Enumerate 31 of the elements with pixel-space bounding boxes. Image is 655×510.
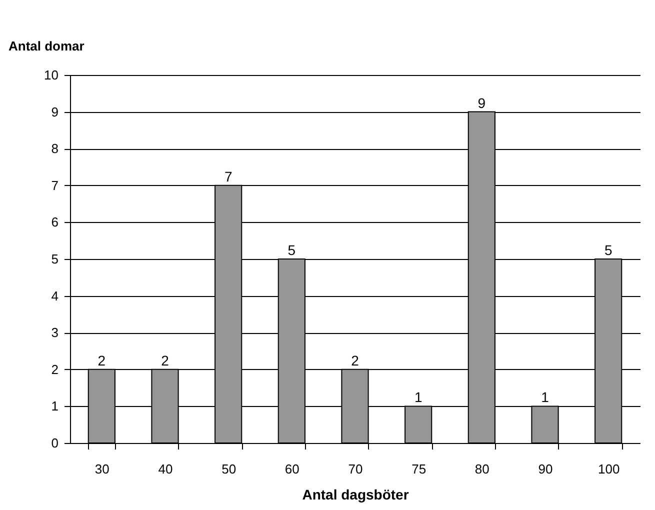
x-tick-label: 50 [222,462,236,476]
x-axis-title: Antal dagsböter [302,486,410,502]
x-tick-label: 30 [94,462,110,476]
data-label: 9 [478,94,486,111]
x-tick-label: 90 [538,462,553,476]
y-tick-label: 10 [44,68,58,82]
data-label: 2 [98,352,106,368]
data-label: 5 [604,242,612,258]
y-tick-label: 2 [51,362,58,377]
y-tick-label: 0 [51,436,58,450]
x-tick-label: 100 [598,462,620,476]
x-tick-label: 40 [158,462,173,476]
data-label: 2 [351,352,360,368]
data-label: 5 [288,242,296,258]
x-tick-label: 75 [412,462,426,476]
data-label: 1 [541,389,550,406]
x-tick-label: 60 [284,462,300,476]
y-tick-label: 3 [51,325,58,340]
data-label: 7 [224,168,232,184]
x-tick-label: 80 [474,462,490,476]
y-axis-title: Antal domar [8,38,84,54]
x-tick-label: 70 [348,462,363,476]
y-tick-label: 9 [51,104,58,120]
data-label: 1 [414,389,422,406]
y-tick-label: 8 [51,141,58,156]
data-label: 2 [161,352,170,368]
y-tick-label: 6 [51,214,58,230]
y-tick-label: 7 [51,178,58,193]
y-tick-label: 4 [51,288,58,304]
y-tick-label: 5 [51,252,58,266]
y-tick-label: 1 [51,398,58,414]
